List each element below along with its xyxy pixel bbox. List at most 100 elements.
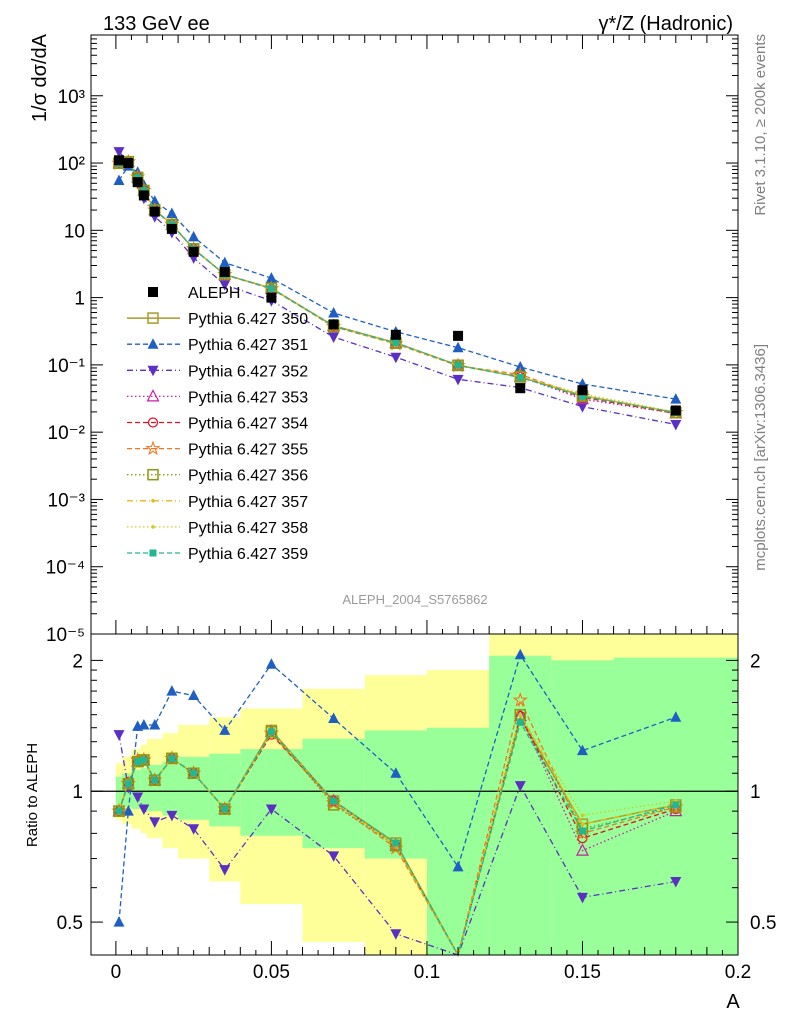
ratio-point-351 xyxy=(328,712,340,724)
ratio-point-351 xyxy=(576,744,588,756)
main-frame xyxy=(90,34,739,635)
ratio-point-359 xyxy=(392,839,400,847)
ratio-point-359 xyxy=(267,728,275,736)
ratio-point-358 xyxy=(518,712,523,717)
data-point-aleph xyxy=(132,177,143,188)
legend-marker-359 xyxy=(149,549,157,557)
ratio-band-inner xyxy=(146,764,163,812)
data-point-aleph xyxy=(266,292,277,303)
x-tick-label: 0.15 xyxy=(564,962,601,983)
ratio-point-351 xyxy=(188,689,200,701)
legend: ALEPH Pythia 6.427 350 Pythia 6.427 351 Pyt… xyxy=(127,285,308,563)
main-y-tick-label: 10² xyxy=(58,154,85,175)
main-y-tick-label: 10⁻⁵ xyxy=(46,625,85,646)
axes-layer: 10⁻⁵ 10⁻⁴ 10⁻³ 10⁻² 10⁻¹ 1 10 10² 10³ 0 0.05 0.1 0.1… xyxy=(46,34,776,983)
ratio-point-359 xyxy=(672,801,680,809)
legend-label-359: Pythia 6.427 359 xyxy=(188,546,308,563)
ratio-point-356 xyxy=(122,778,135,790)
data-point-aleph xyxy=(453,330,464,341)
main-point-359 xyxy=(516,373,524,381)
ratio-point-359 xyxy=(151,776,159,784)
main-point-351 xyxy=(113,174,125,186)
ratio-point-352 xyxy=(132,792,144,803)
ratio-series-layer xyxy=(91,648,738,957)
main-y-tick-label: 10⁻³ xyxy=(48,490,86,511)
ratio-point-359 xyxy=(578,827,586,835)
ratio-point-356 xyxy=(187,767,200,779)
ratio-band-inner xyxy=(364,730,427,859)
ratio-band-inner xyxy=(140,768,147,812)
ratio-band-inner xyxy=(115,776,123,807)
ratio-point-352 xyxy=(265,804,277,816)
ratio-point-359 xyxy=(124,780,132,788)
ratio-y-tick-label: 2 xyxy=(72,651,83,672)
header-right: γ*/Z (Hadronic) xyxy=(599,13,733,35)
main-point-351 xyxy=(166,207,178,218)
ratio-point-359 xyxy=(115,807,123,815)
ratio-point-359 xyxy=(190,769,198,777)
data-point-aleph xyxy=(166,223,177,234)
legend-marker-357 xyxy=(151,499,155,503)
ratio-point-352 xyxy=(188,824,200,835)
legend-label-352: Pythia 6.427 352 xyxy=(188,363,308,380)
ratio-point-352 xyxy=(514,781,526,792)
ratio-point-359 xyxy=(330,797,338,805)
main-point-352 xyxy=(670,419,682,431)
ratio-point-356 xyxy=(149,774,161,786)
main-point-351 xyxy=(188,230,200,242)
ratio-point-358 xyxy=(580,813,585,818)
ratio-point-356 xyxy=(219,803,231,815)
legend-marker-aleph xyxy=(148,287,158,297)
ratio-band-inner xyxy=(551,660,614,955)
ratio-uncertainty-bands xyxy=(115,634,738,955)
ratio-point-359 xyxy=(168,754,176,762)
legend-marker-350 xyxy=(147,312,159,324)
data-point-aleph xyxy=(113,155,124,166)
ratio-point-359 xyxy=(134,758,142,766)
x-axis-label: A xyxy=(726,991,740,1013)
main-point-359 xyxy=(578,392,586,400)
ratio-y-axis-label: Ratio to ALEPH xyxy=(24,743,41,847)
legend-label-354: Pythia 6.427 354 xyxy=(188,416,308,433)
main-point-351 xyxy=(328,307,340,318)
main-y-tick-label: 10⁻¹ xyxy=(48,356,86,377)
legend-label-ALEPH: ALEPH xyxy=(188,285,240,302)
main-point-352 xyxy=(390,352,402,364)
ratio-point-351 xyxy=(138,719,150,730)
ratio-y-tick-label-right: 1 xyxy=(750,782,761,803)
x-tick-label: 0.1 xyxy=(414,962,440,983)
ratio-point-356 xyxy=(166,752,178,765)
main-point-359 xyxy=(454,361,462,369)
ratio-line-359 xyxy=(118,720,676,957)
header-left: 133 GeV ee xyxy=(103,13,210,35)
ratio-point-352 xyxy=(390,929,402,940)
legend-label-350: Pythia 6.427 350 xyxy=(188,311,308,328)
main-point-359 xyxy=(392,339,400,347)
ratio-y-tick-label: 1 xyxy=(72,782,83,803)
ratio-point-356 xyxy=(113,805,125,817)
legend-label-358: Pythia 6.427 358 xyxy=(188,520,308,537)
main-point-352 xyxy=(113,147,125,158)
ratio-point-352 xyxy=(219,865,231,876)
main-point-352 xyxy=(219,280,231,291)
ratio-band-inner xyxy=(162,761,179,816)
ratio-point-359 xyxy=(516,718,524,726)
ratio-y-tick-label: 0.5 xyxy=(57,913,83,934)
main-point-352 xyxy=(576,402,588,413)
data-point-aleph xyxy=(123,158,134,169)
x-tick-label: 0 xyxy=(111,962,122,983)
legend-marker-354 xyxy=(147,417,159,428)
data-point-aleph xyxy=(138,190,149,201)
main-point-352 xyxy=(452,374,464,386)
ratio-band-inner xyxy=(131,769,141,810)
ratio-point-352 xyxy=(576,892,588,904)
legend-marker-356 xyxy=(147,468,159,481)
legend-label-357: Pythia 6.427 357 xyxy=(188,494,308,511)
ratio-frame xyxy=(90,633,739,956)
ratio-point-351 xyxy=(166,685,178,696)
main-point-351 xyxy=(219,256,231,268)
main-point-352 xyxy=(328,332,340,343)
ratio-point-352 xyxy=(149,817,161,828)
ratio-point-352 xyxy=(113,730,125,741)
